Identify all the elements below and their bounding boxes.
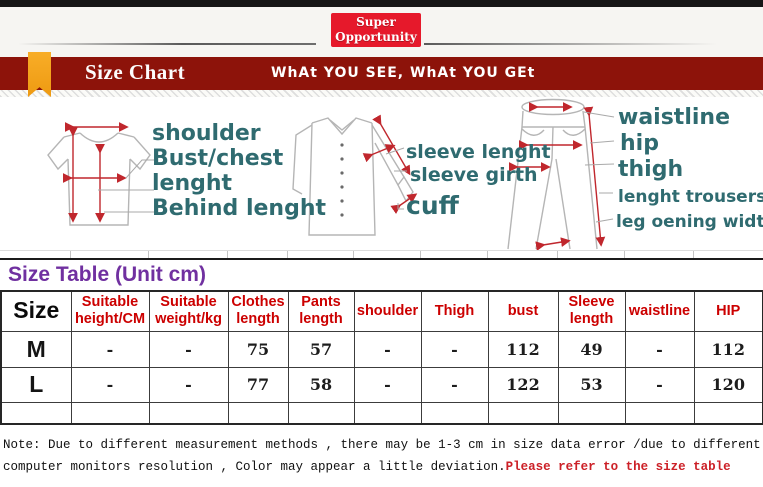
value-cell: - — [353, 330, 422, 368]
label-sleeve-lenght: sleeve lenght — [406, 141, 551, 163]
label-behind-lenght: Behind lenght — [152, 196, 327, 221]
note-line-2: computer monitors resolution , Color may… — [3, 460, 763, 474]
note-highlight: Please refer to the size table — [505, 460, 731, 474]
column-tick — [227, 251, 228, 259]
value-cell: 112 — [487, 330, 559, 368]
banner-title: Size Chart — [85, 60, 186, 84]
header-rule-left — [18, 43, 316, 45]
brand-logo: Super Opportunity — [331, 13, 421, 47]
value-cell: 57 — [287, 330, 355, 368]
shirt-leader-lines — [385, 147, 407, 210]
trousers-arrows — [509, 102, 606, 250]
col-header-waistline: waistline — [624, 290, 695, 332]
value-cell: 77 — [227, 366, 289, 403]
value-cell — [353, 401, 422, 425]
value-cell: - — [624, 366, 695, 403]
column-tick — [70, 251, 71, 259]
value-cell — [420, 401, 489, 425]
col-header-size: Size — [0, 290, 72, 332]
value-cell: 49 — [557, 330, 626, 368]
value-cell: - — [420, 366, 489, 403]
hatch-divider — [0, 90, 763, 97]
spreadsheet-tick-row — [0, 250, 763, 259]
value-cell — [624, 401, 695, 425]
table-row-empty — [0, 401, 763, 425]
value-cell — [557, 401, 626, 425]
label-lenght: lenght — [152, 171, 233, 196]
col-header-pants-length: Pants length — [287, 290, 355, 332]
label-shoulder: shoulder — [152, 121, 261, 146]
label-thigh: thigh — [618, 157, 684, 182]
tshirt-arrows — [63, 122, 129, 223]
size-table-title: Size Table (Unit cm) — [0, 258, 763, 290]
col-header-thigh: Thigh — [420, 290, 489, 332]
brand-logo-line2: Opportunity — [335, 30, 417, 44]
col-header-bust: bust — [487, 290, 559, 332]
trousers-leader-lines — [583, 111, 615, 223]
banner-slogan: WhAt YOU SEE, WhAt YOU GEt — [271, 65, 536, 81]
value-cell: - — [148, 366, 229, 403]
label-lenght-trousers: lenght trousers — [618, 187, 763, 207]
value-cell: - — [70, 330, 150, 368]
value-cell: 120 — [693, 366, 763, 403]
label-sleeve-girth: sleeve girth — [410, 164, 538, 186]
shirt-arrows — [362, 114, 418, 215]
value-cell: - — [148, 330, 229, 368]
label-waistline: waistline — [618, 105, 730, 130]
value-cell: 58 — [287, 366, 355, 403]
value-cell: - — [420, 330, 489, 368]
column-tick — [287, 251, 288, 259]
column-tick — [420, 251, 421, 259]
value-cell: - — [353, 366, 422, 403]
value-cell: 75 — [227, 330, 289, 368]
value-cell: 122 — [487, 366, 559, 403]
value-cell: - — [624, 330, 695, 368]
label-hip: hip — [620, 131, 659, 156]
value-cell — [148, 401, 229, 425]
brand-logo-line1: Super — [356, 15, 396, 29]
table-header-row: Size Suitable height/CM Suitable weight/… — [0, 290, 763, 332]
size-cell — [0, 401, 72, 425]
size-cell: L — [0, 366, 72, 403]
label-bust-chest: Bust/chest — [152, 146, 284, 171]
column-tick — [693, 251, 694, 259]
table-row-l: L - - 77 58 - - 122 53 - 120 — [0, 366, 763, 403]
column-tick — [487, 251, 488, 259]
column-tick — [148, 251, 149, 259]
note-line-2-black: computer monitors resolution , Color may… — [3, 460, 506, 474]
label-leg-opening: leg oening width — [616, 212, 763, 232]
value-cell — [70, 401, 150, 425]
table-row-m: M - - 75 57 - - 112 49 - 112 — [0, 330, 763, 368]
ribbon-bookmark-icon — [28, 52, 51, 97]
column-tick — [557, 251, 558, 259]
value-cell — [287, 401, 355, 425]
column-tick — [353, 251, 354, 259]
col-header-suitable-height: Suitable height/CM — [70, 290, 150, 332]
col-header-clothes-length: Clothes length — [227, 290, 289, 332]
value-cell — [487, 401, 559, 425]
tshirt-diagram — [47, 132, 151, 226]
col-header-hip: HIP — [693, 290, 763, 332]
label-cuff: cuff — [406, 191, 459, 220]
header-rule-right — [424, 43, 742, 45]
top-black-bar — [0, 0, 763, 7]
size-cell: M — [0, 330, 72, 368]
value-cell: 112 — [693, 330, 763, 368]
value-cell: 53 — [557, 366, 626, 403]
col-header-suitable-weight: Suitable weight/kg — [148, 290, 229, 332]
value-cell — [693, 401, 763, 425]
value-cell: - — [70, 366, 150, 403]
measurement-diagrams — [47, 98, 615, 250]
value-cell — [227, 401, 289, 425]
col-header-shoulder: shoulder — [353, 290, 422, 332]
column-tick — [624, 251, 625, 259]
size-table: Size Suitable height/CM Suitable weight/… — [0, 290, 763, 425]
col-header-sleeve-length: Sleeve length — [557, 290, 626, 332]
note-line-1: Note: Due to different measurement metho… — [3, 438, 761, 452]
banner — [0, 57, 763, 90]
tshirt-leader-lines — [98, 159, 154, 213]
